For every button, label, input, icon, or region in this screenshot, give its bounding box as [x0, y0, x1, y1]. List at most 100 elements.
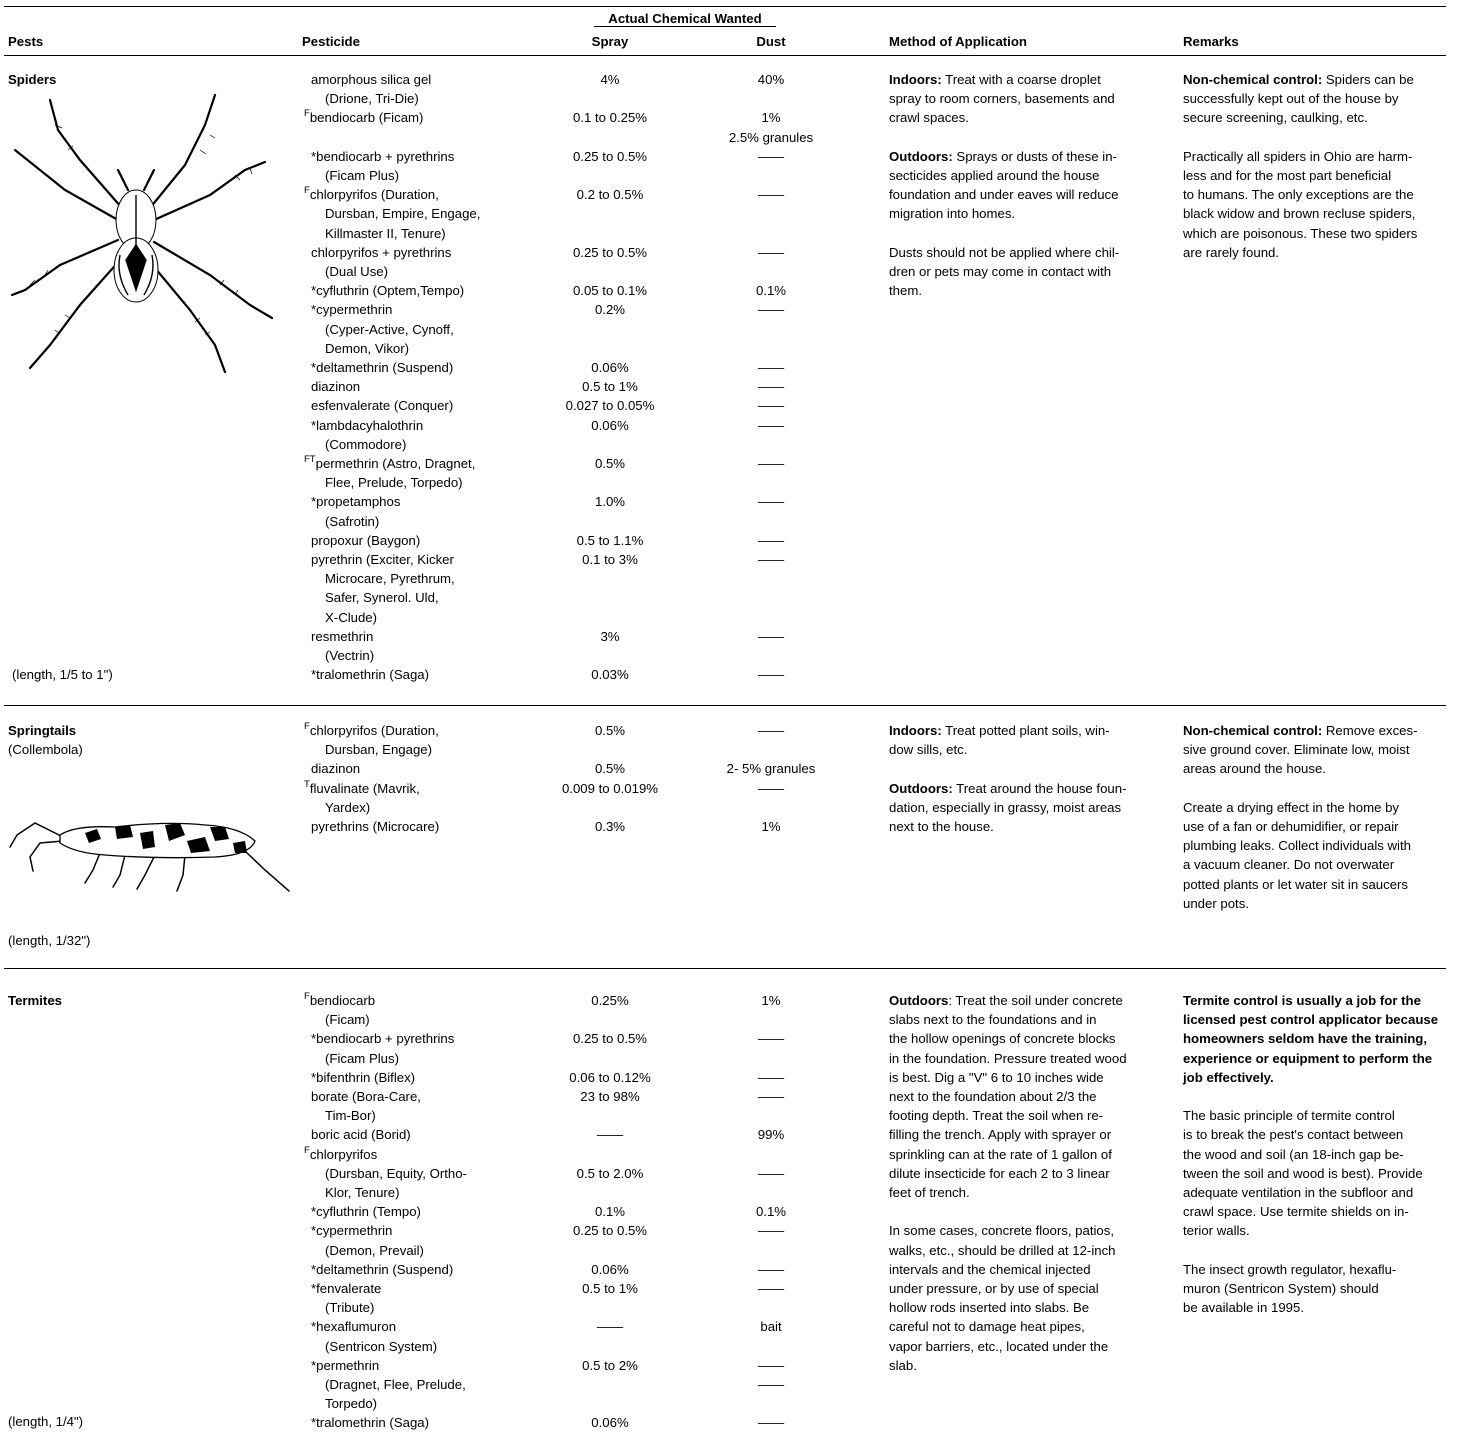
method-line: feet of trench.: [889, 1185, 970, 1200]
method-line: migration into homes.: [889, 206, 1016, 222]
spray-value: 0.2%: [594, 302, 626, 318]
pesticide-text: *bifenthrin (Biflex): [311, 1069, 416, 1085]
pesticide-name: (Demon, Prevail): [325, 1241, 424, 1260]
remarks-line: Non-chemical control: Spiders can be: [1183, 72, 1414, 87]
spray-value: 0.009 to 0.019%: [561, 780, 659, 796]
pesticide-text: (Ficam Plus): [325, 1050, 399, 1066]
remarks-line: experience or equipment to perform the: [1183, 1050, 1433, 1066]
pesticide-text: (Demon, Prevail): [325, 1242, 424, 1258]
pesticide-name: *bendiocarb + pyrethrins: [311, 1029, 454, 1048]
dust-value: ——: [757, 667, 785, 683]
pesticide-text: *cyfluthrin (Tempo): [311, 1204, 421, 1220]
pesticide-text: *permethrin: [311, 1357, 380, 1373]
pesticide-text: *lambdacyhalothrin: [311, 417, 424, 433]
dust-value: ——: [757, 552, 785, 567]
pesticide-text: *tralomethrin (Saga): [311, 667, 430, 683]
pesticide-name: chlorpyrifos + pyrethrins: [311, 243, 451, 262]
formulation-superscript: F: [304, 1144, 310, 1156]
spider-illustration-icon: [10, 93, 274, 374]
pesticide-text: *propetamphos: [311, 494, 401, 510]
pesticide-text: Killmaster II, Tenure): [325, 225, 446, 241]
pesticide-name: *deltamethrin (Suspend): [311, 358, 453, 377]
pesticide-name: Fbendiocarb (Ficam): [304, 108, 423, 129]
spray-value: 0.5 to 1%: [582, 1281, 638, 1296]
pesticide-name: Dursban, Engage): [325, 740, 432, 759]
spray-value: 0.5 to 2%: [582, 1357, 638, 1373]
pesticide-text: *cypermethrin: [311, 1223, 393, 1239]
pesticide-text: *bendiocarb + pyrethrins: [311, 1031, 455, 1047]
method-heading: Indoors:: [889, 723, 942, 738]
pesticide-text: *fenvalerate: [311, 1281, 382, 1296]
spray-value: 0.1%: [594, 1204, 626, 1220]
remarks-line: successfully kept out of the house by: [1183, 91, 1399, 107]
formulation-superscript: F: [304, 185, 310, 197]
formulation-superscript: T: [304, 778, 310, 790]
pesticide-text: (Commodore): [325, 436, 407, 452]
header-dust: Dust: [756, 34, 786, 49]
method-line: dation, especially in grassy, moist area…: [889, 799, 1122, 815]
pesticide-name: X-Clude): [325, 608, 377, 627]
spray-value: 0.06%: [591, 1415, 629, 1431]
pesticide-text: *deltamethrin (Suspend): [311, 360, 454, 375]
spray-value: 23 to 98%: [580, 1089, 640, 1104]
method-heading: Indoors:: [889, 72, 942, 87]
actual-chemical-wanted-label: Actual Chemical Wanted: [594, 11, 776, 27]
pesticide-name: boric acid (Borid): [311, 1125, 411, 1144]
dust-value: ——: [757, 1415, 785, 1431]
remarks-line: Practically all spiders in Ohio are harm…: [1183, 148, 1413, 164]
pesticide-name: resmethrin: [311, 627, 373, 646]
spray-value: 0.25 to 0.5%: [572, 148, 648, 164]
method-line: the hollow openings of concrete blocks: [889, 1031, 1116, 1047]
pesticide-text: *deltamethrin (Suspend): [311, 1261, 454, 1277]
remarks-line: are rarely found.: [1183, 244, 1280, 260]
method-line: footing depth. Treat the soil when re-: [889, 1108, 1104, 1124]
spray-value: 4%: [600, 72, 620, 87]
remarks-line: job effectively.: [1183, 1069, 1274, 1085]
pesticide-text: (Safrotin): [325, 513, 380, 529]
pesticide-name: *cyfluthrin (Optem,Tempo): [311, 281, 464, 300]
pesticide-name: Flee, Prelude, Torpedo): [325, 473, 463, 492]
pesticide-text: bendiocarb (Ficam): [309, 110, 424, 126]
dust-value: ——: [757, 1031, 785, 1047]
spray-value: 0.3%: [594, 819, 626, 834]
pesticide-text: (Ficam): [325, 1012, 370, 1028]
dust-value: ——: [757, 1261, 785, 1277]
pesticide-text: Safer, Synerol. Uld,: [325, 590, 439, 606]
dust-value: 1%: [761, 993, 781, 1008]
formulation-superscript: FT: [304, 454, 316, 465]
pesticide-name: *hexaflumuron: [311, 1317, 396, 1336]
pesticide-name: (Sentricon System): [325, 1337, 437, 1356]
method-line: slab.: [889, 1357, 917, 1373]
pesticide-text: propoxur (Baygon): [311, 532, 421, 548]
pesticide-text: boric acid (Borid): [311, 1127, 411, 1143]
pesticide-name: diazinon: [311, 377, 360, 396]
spray-value: 0.05 to 0.1%: [572, 283, 648, 299]
pesticide-text: fluvalinate (Mavrik,: [309, 780, 420, 796]
remarks-line: Create a drying effect in the home by: [1183, 799, 1400, 815]
method-line: secticides applied around the house: [889, 168, 1100, 183]
spray-value: 3%: [600, 628, 620, 644]
pesticide-text: Dursban, Empire, Engage,: [325, 206, 481, 222]
dust-value: 99%: [757, 1127, 785, 1143]
method-heading: Outdoors:: [889, 780, 953, 796]
dust-value: 1%: [761, 819, 781, 834]
pesticide-text: Demon, Vikor): [325, 340, 410, 356]
method-line: filling the trench. Apply with sprayer o…: [889, 1127, 1112, 1143]
dust-value: ——: [757, 1069, 785, 1085]
pesticide-name: borate (Bora-Care,: [311, 1087, 421, 1106]
pesticide-name: Fchlorpyrifos (Duration,: [304, 721, 439, 742]
pesticide-name: *permethrin: [311, 1356, 379, 1375]
method-line: walks, etc., should be drilled at 12-inc…: [889, 1242, 1116, 1258]
method-line: in the foundation. Pressure treated wood: [889, 1050, 1127, 1066]
remarks-line: to humans. The only exceptions are the: [1183, 187, 1414, 203]
pesticide-text: Tim-Bor): [325, 1108, 376, 1124]
pesticide-text: (Dragnet, Flee, Prelude,: [325, 1377, 466, 1392]
pesticide-text: Flee, Prelude, Torpedo): [325, 475, 463, 491]
pesticide-name: Klor, Tenure): [325, 1183, 400, 1202]
spray-value: 0.5%: [594, 761, 626, 777]
method-line: Outdoors: Sprays or dusts of these in-: [889, 148, 1117, 164]
dust-value: ——: [757, 417, 785, 433]
remarks-line: homeowners seldom have the training,: [1183, 1031, 1428, 1047]
pesticide-name: (Dursban, Equity, Ortho-: [325, 1164, 467, 1183]
method-line: dilute insecticide for each 2 to 3 linea…: [889, 1165, 1110, 1181]
